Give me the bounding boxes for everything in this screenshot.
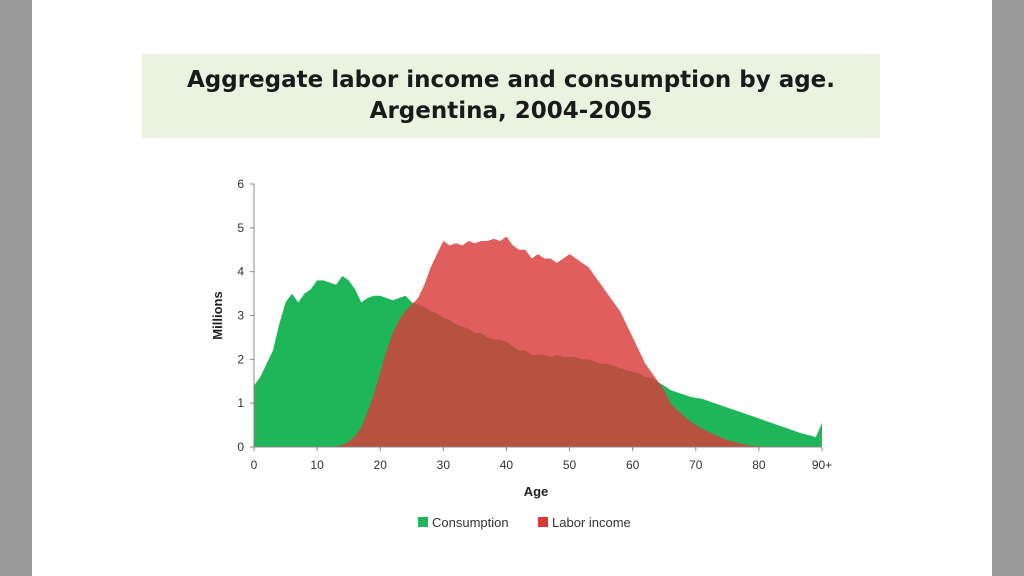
y-tick-label: 3 bbox=[237, 309, 244, 323]
y-tick-label: 0 bbox=[237, 440, 244, 454]
x-tick-label: 0 bbox=[251, 458, 258, 472]
area-series-labor-income bbox=[254, 236, 822, 447]
legend-swatch-consumption bbox=[418, 517, 428, 527]
x-tick-label: 50 bbox=[563, 458, 577, 472]
y-tick-label: 2 bbox=[237, 352, 244, 366]
y-tick-label: 6 bbox=[237, 177, 244, 191]
chart-areas bbox=[254, 236, 822, 447]
x-tick-label: 40 bbox=[500, 458, 514, 472]
y-axis-title: Millions bbox=[210, 291, 225, 339]
chart-title-line1: Aggregate labor income and consumption b… bbox=[186, 67, 836, 93]
legend-swatch-labor-income bbox=[538, 517, 548, 527]
legend-label-consumption: Consumption bbox=[432, 515, 509, 530]
chart-title-line2: Argentina, 2004-2005 bbox=[369, 98, 653, 124]
legend-label-labor-income: Labor income bbox=[552, 515, 631, 530]
y-tick-label: 1 bbox=[237, 396, 244, 410]
chart-title-box: Aggregate labor income and consumption b… bbox=[142, 54, 880, 138]
x-tick-label: 30 bbox=[437, 458, 451, 472]
x-tick-label: 70 bbox=[689, 458, 703, 472]
x-tick-label: 20 bbox=[374, 458, 388, 472]
x-tick-label: 60 bbox=[626, 458, 640, 472]
x-tick-label: 80 bbox=[752, 458, 766, 472]
x-tick-label: 10 bbox=[310, 458, 324, 472]
slide: Aggregate labor income and consumption b… bbox=[32, 0, 992, 576]
y-tick-label: 5 bbox=[237, 221, 244, 235]
legend: Consumption Labor income bbox=[418, 515, 631, 530]
x-axis-title: Age bbox=[524, 484, 549, 499]
y-tick-label: 4 bbox=[237, 265, 244, 279]
x-tick-label: 90+ bbox=[812, 458, 832, 472]
